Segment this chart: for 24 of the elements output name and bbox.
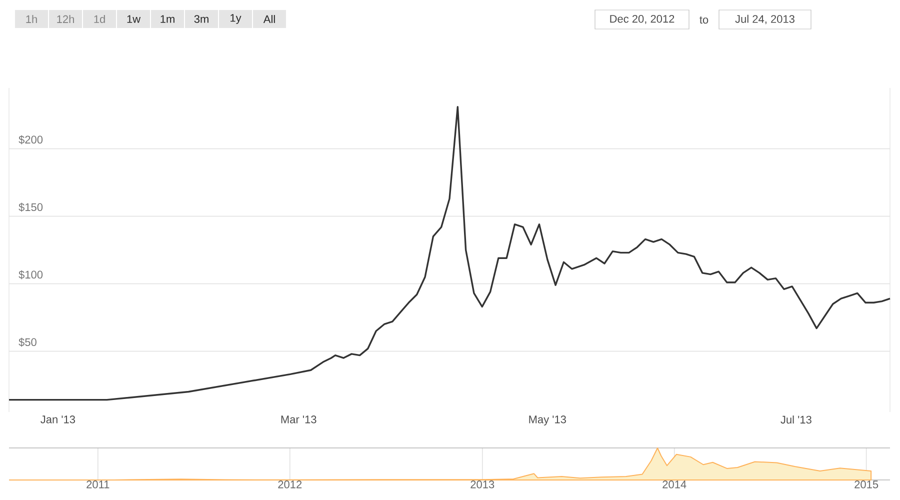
x-tick-label: Jan '13	[40, 416, 76, 424]
text: All	[263, 15, 275, 23]
x-tick-label: Mar '13	[281, 416, 316, 424]
y-tick-label: $150	[18, 202, 43, 212]
text: 1y	[230, 14, 242, 24]
text: 3m	[194, 15, 208, 23]
text: 1h	[26, 15, 37, 23]
text: Jul 24, 2013	[735, 14, 794, 24]
text: Dec 20, 2012	[610, 14, 674, 24]
x-tick-label: 2015	[854, 480, 878, 488]
text: 12h	[57, 15, 74, 23]
x-tick-label: Jul '13	[780, 416, 812, 424]
x-tick-label: 2012	[278, 480, 302, 488]
x-tick-label: 2014	[662, 480, 686, 488]
y-tick-label: $100	[18, 270, 43, 280]
x-tick-label: May '13	[529, 416, 566, 426]
text: 1m	[160, 15, 174, 23]
x-tick-label: 2013	[470, 480, 494, 488]
text: to	[700, 16, 708, 24]
x-tick-label: 2011	[86, 480, 110, 488]
y-tick-label: $50	[18, 338, 36, 347]
text: 1w	[127, 15, 141, 23]
y-tick-label: $200	[18, 135, 43, 144]
text: 1d	[94, 14, 105, 24]
